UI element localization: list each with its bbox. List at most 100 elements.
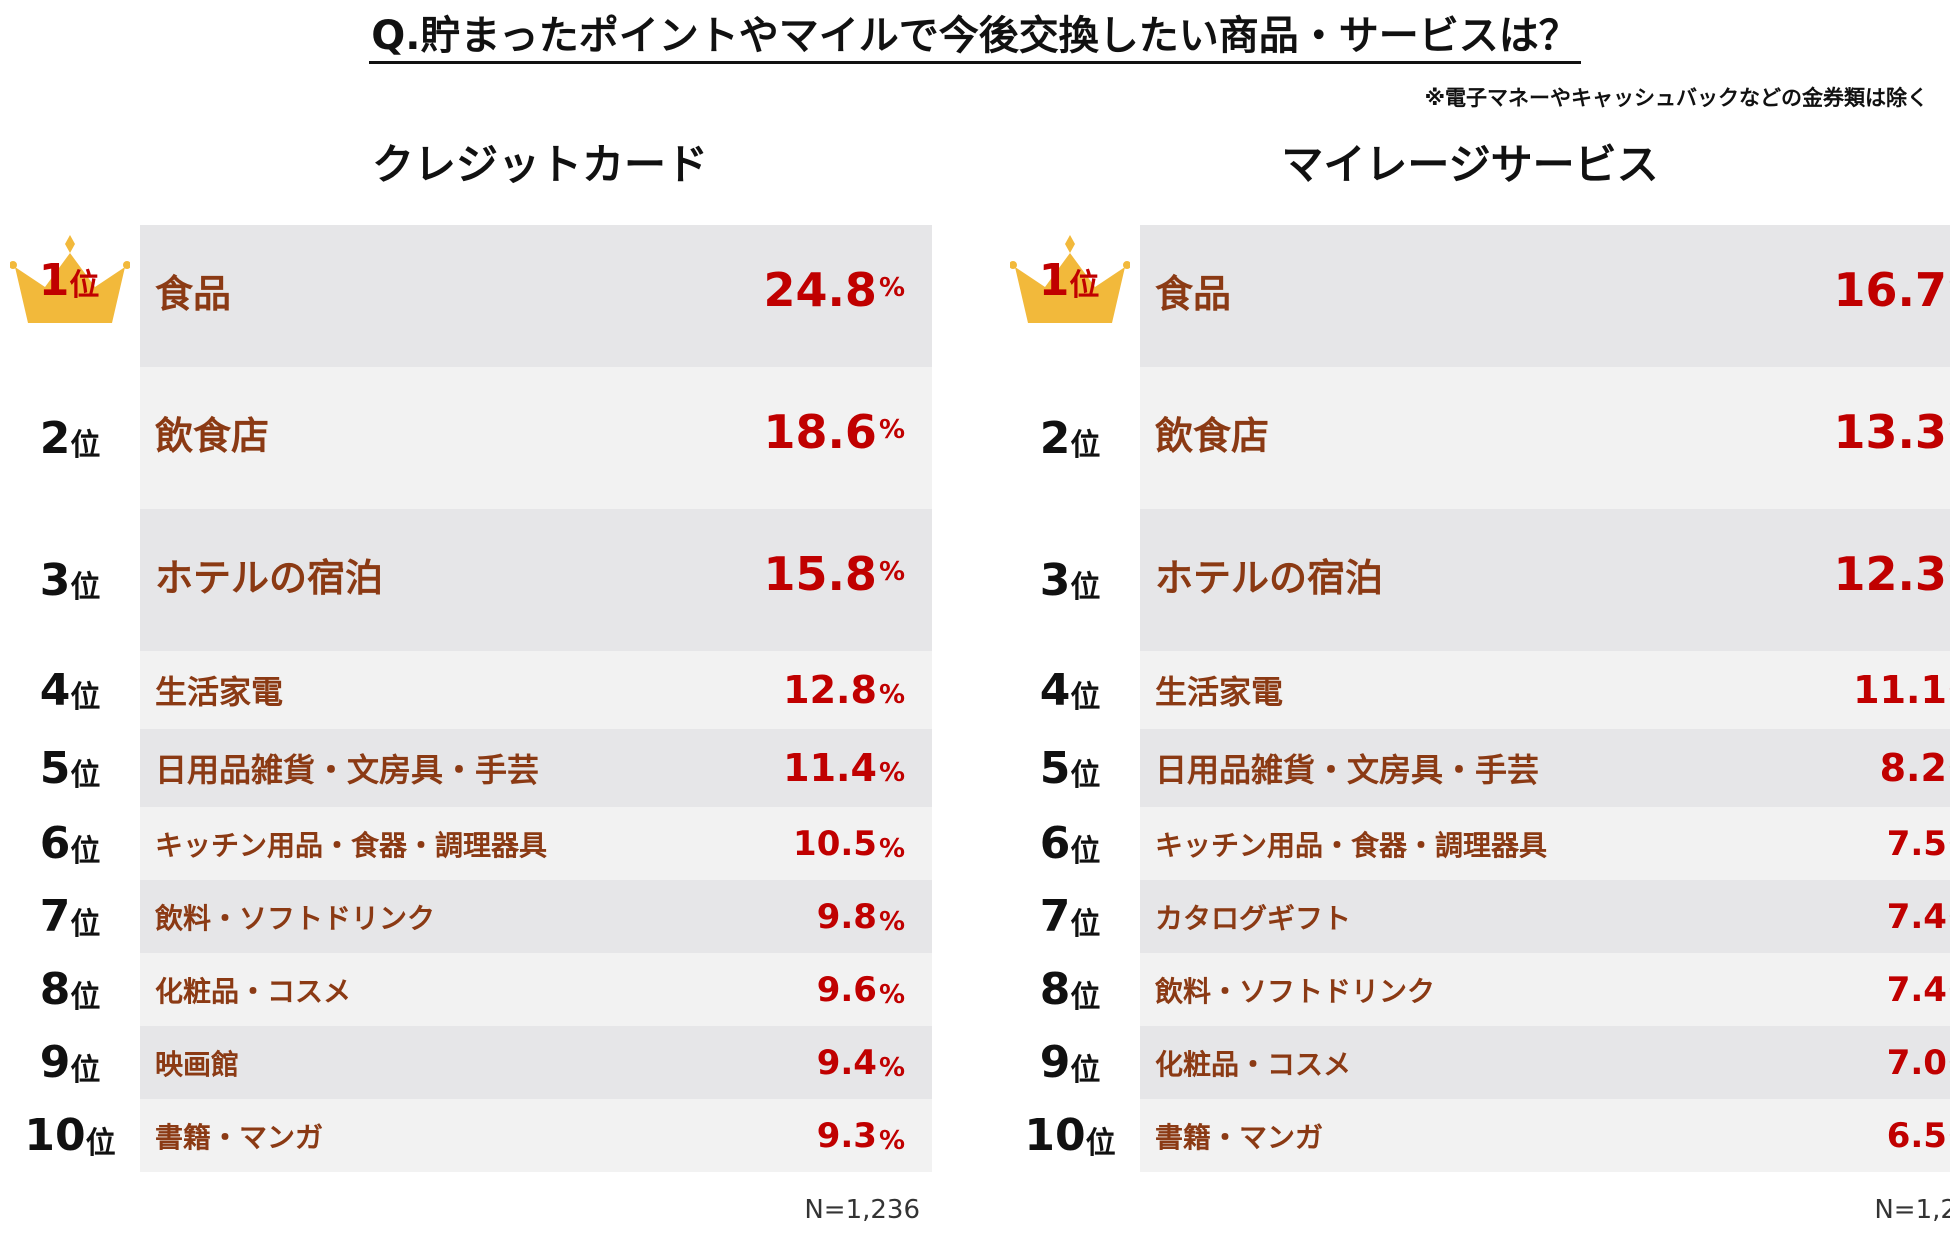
- rank-number: 2: [39, 412, 71, 464]
- percent-sign: %: [878, 415, 905, 445]
- table-row: 6 位キッチン用品・食器・調理器具 10.5%: [0, 807, 1000, 880]
- value-number: 7.5: [1886, 823, 1947, 864]
- rank-number: 5: [1039, 742, 1071, 794]
- value-number: 11.1: [1853, 668, 1947, 712]
- table-row: 3 位ホテルの宿泊 15.8%: [0, 509, 1000, 651]
- row-background: [140, 1026, 932, 1099]
- rank-number: 3: [39, 554, 71, 606]
- footnote: ※電子マネーやキャッシュバックなどの金券類は除く: [1424, 86, 1928, 110]
- item-label: 化粧品・コスメ: [1155, 1047, 1352, 1081]
- value-number: 12.8: [783, 668, 877, 712]
- item-label: 日用品雑貨・文房具・手芸: [155, 751, 540, 789]
- rank-number: 8: [1039, 964, 1071, 1015]
- row-background: [1140, 509, 1950, 651]
- row-background: [140, 880, 932, 953]
- table-row: 7 位飲料・ソフトドリンク 9.8%: [0, 880, 1000, 953]
- sample-size: N=1,236: [804, 1195, 920, 1225]
- table-row: 9 位映画館 9.4%: [0, 1026, 1000, 1099]
- panel-title: マイレージサービス: [1281, 140, 1659, 189]
- value-number: 9.3: [816, 1115, 877, 1156]
- rank-suffix: 位: [85, 1125, 116, 1161]
- row-background: [1140, 953, 1950, 1026]
- item-label: 飲料・ソフトドリンク: [1155, 974, 1436, 1008]
- rank-number: 1: [38, 255, 70, 306]
- rank-number: 9: [1039, 1037, 1071, 1088]
- item-value: 7.4%: [1887, 880, 1950, 953]
- item-value: 11.4%: [783, 729, 905, 807]
- item-value: 12.3%: [1833, 509, 1950, 651]
- rank-suffix: 位: [1070, 570, 1101, 605]
- row-background: [140, 1099, 932, 1172]
- rank-number: 3: [1039, 554, 1071, 606]
- value-number: 9.6: [816, 969, 877, 1010]
- crown-icon: [1010, 235, 1130, 323]
- rank-suffix: 位: [1070, 833, 1101, 869]
- row-background: [1140, 651, 1950, 729]
- row-background: [140, 729, 932, 807]
- rank-number: 10: [24, 1110, 86, 1161]
- rank-suffix: 位: [1070, 680, 1101, 715]
- rank-number: 6: [39, 818, 71, 869]
- item-label: 食品: [1155, 272, 1232, 316]
- rank-suffix: 位: [1070, 428, 1101, 463]
- item-value: 9.3%: [817, 1099, 905, 1172]
- mileage-panel: マイレージサービス 1位食品16.7%2位飲食店13.3%3位ホテルの宿泊12.…: [1000, 130, 1950, 1240]
- rank-label: 10 位: [0, 1099, 140, 1172]
- value-number: 7.4: [1886, 969, 1947, 1010]
- rank-label: 1位: [10, 255, 128, 306]
- table-row: 8 位化粧品・コスメ 9.6%: [0, 953, 1000, 1026]
- percent-sign: %: [878, 1125, 905, 1156]
- item-value: 9.4%: [817, 1026, 905, 1099]
- rank-suffix: 位: [70, 833, 101, 869]
- percent-sign: %: [878, 833, 905, 864]
- table-row: 1位 食品 24.8%: [0, 225, 1000, 367]
- rank-label: 1位: [1010, 255, 1128, 306]
- percent-sign: %: [1949, 834, 1950, 864]
- item-value: 18.6%: [763, 367, 905, 509]
- value-number: 16.7: [1833, 263, 1947, 317]
- item-value: 7.5%: [1887, 807, 1950, 880]
- percent-sign: %: [1949, 1126, 1950, 1156]
- table-row: 10 位書籍・マンガ 9.3%: [0, 1099, 1000, 1172]
- item-value: 9.6%: [817, 953, 905, 1026]
- rank-number: 4: [39, 664, 71, 716]
- percent-sign: %: [878, 1052, 905, 1083]
- item-label: 飲食店: [155, 414, 270, 458]
- percent-sign: %: [878, 557, 905, 587]
- crown-icon: [10, 235, 130, 323]
- rank-suffix: 位: [70, 428, 101, 463]
- percent-sign: %: [1949, 980, 1950, 1010]
- item-label: ホテルの宿泊: [1155, 556, 1384, 600]
- table-row: 5 位日用品雑貨・文房具・手芸 11.4%: [0, 729, 1000, 807]
- item-value: 11.1%: [1853, 651, 1950, 729]
- item-label: キッチン用品・食器・調理器具: [155, 828, 548, 862]
- row-background: [140, 953, 932, 1026]
- percent-sign: %: [1949, 680, 1950, 710]
- value-number: 13.3: [1833, 405, 1947, 459]
- item-value: 16.7%: [1833, 225, 1950, 367]
- item-value: 6.5%: [1887, 1099, 1950, 1172]
- credit-card-panel: クレジットカード 1位 食品 24.8% 2 位飲食店 18.6% 3 位ホテルの宿泊 15.8…: [0, 130, 1000, 1240]
- item-value: 9.8%: [817, 880, 905, 953]
- page-title-text: Q.貯まったポイントやマイルで今後交換したい商品・サービスは？: [369, 13, 1581, 64]
- table-row: 4 位生活家電 12.8%: [0, 651, 1000, 729]
- row-background: [140, 807, 932, 880]
- rank-suffix: 位: [69, 268, 100, 303]
- item-value: 7.0%: [1887, 1026, 1950, 1099]
- page-title: Q.貯まったポイントやマイルで今後交換したい商品・サービスは？: [0, 6, 1950, 66]
- row-background: [1140, 807, 1950, 880]
- item-value: 24.8%: [763, 225, 905, 367]
- row-background: [1140, 225, 1950, 367]
